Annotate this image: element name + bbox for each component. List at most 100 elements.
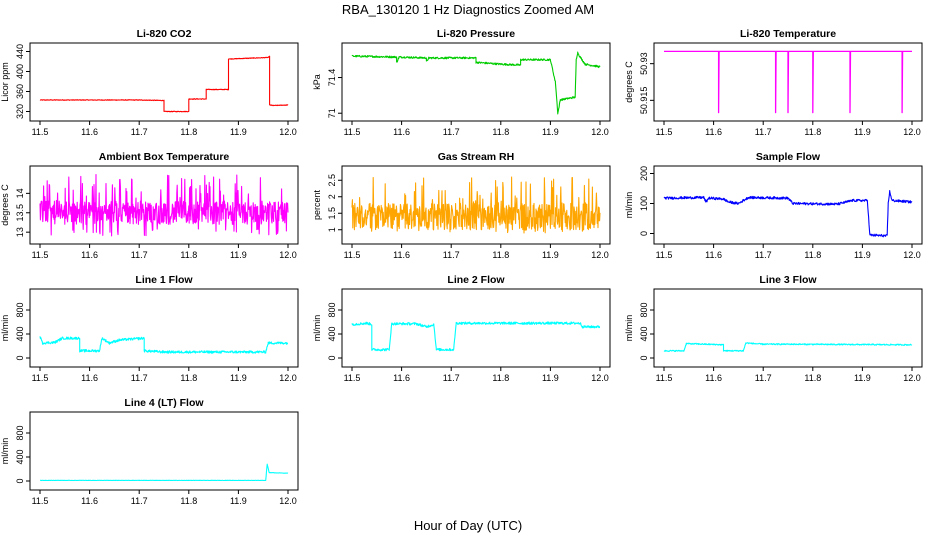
panel-title: Li-820 Pressure [437, 28, 515, 40]
plot-frame [29, 411, 299, 491]
y-tick-label: 13.5 [15, 204, 25, 222]
y-tick-label: 71.4 [327, 69, 337, 87]
x-tick-label: 12.0 [279, 250, 297, 260]
x-tick-label: 11.7 [131, 373, 148, 383]
x-tick-label: 11.6 [705, 373, 722, 383]
x-tick-label: 12.0 [903, 373, 921, 383]
y-tick-label: 0 [15, 478, 25, 483]
y-axis-label: ml/min [0, 438, 10, 465]
series-line [39, 463, 289, 482]
x-tick-label: 11.5 [344, 127, 361, 137]
x-tick-label: 11.8 [804, 373, 821, 383]
y-tick-label: 2.5 [327, 174, 337, 187]
y-tick-label: 360 [15, 84, 25, 99]
x-tick-label: 11.6 [705, 127, 722, 137]
y-tick-label: 440 [15, 44, 25, 59]
panel-sample: Sample Flow 11.5 11.6 11.7 11.8 11.9 12.0 0 100 2… [624, 151, 923, 260]
y-tick-label: 800 [327, 302, 337, 317]
x-tick-label: 11.8 [492, 250, 509, 260]
x-tick-label: 12.0 [903, 127, 921, 137]
x-tick-label: 11.9 [230, 127, 247, 137]
x-tick-label: 11.9 [230, 250, 247, 260]
y-tick-label: 200 [639, 166, 649, 181]
y-tick-label: 0 [639, 231, 649, 236]
y-tick-label: 0 [327, 355, 337, 360]
x-tick-label: 11.5 [344, 373, 361, 383]
x-tick-label: 11.9 [542, 373, 559, 383]
panel-line4: Line 4 (LT) Flow 11.5 11.6 11.7 11.8 11.9 12.0… [0, 397, 299, 506]
x-tick-label: 11.5 [656, 127, 673, 137]
x-tick-label: 11.8 [180, 250, 197, 260]
y-axis-label: ml/min [0, 315, 10, 342]
x-tick-label: 12.0 [591, 373, 609, 383]
y-tick-label: 2 [327, 194, 337, 199]
x-tick-label: 11.5 [32, 373, 49, 383]
x-tick-label: 11.6 [81, 127, 98, 137]
plot-frame [341, 165, 611, 245]
x-tick-label: 11.6 [81, 373, 98, 383]
x-tick-label: 11.7 [131, 250, 148, 260]
plot-frame [29, 165, 299, 245]
x-tick-label: 11.9 [542, 127, 559, 137]
panel-title: Line 1 Flow [135, 274, 193, 286]
series-line [39, 173, 289, 237]
series-line [39, 55, 289, 113]
x-tick-label: 11.9 [230, 496, 247, 506]
x-tick-label: 11.5 [32, 496, 49, 506]
y-tick-label: 71 [327, 108, 337, 118]
x-tick-label: 11.7 [755, 373, 772, 383]
x-tick-label: 11.5 [32, 127, 49, 137]
x-tick-label: 11.8 [180, 496, 197, 506]
panel-temperature: Li-820 Temperature 11.5 11.6 11.7 11.8 11.9 12… [624, 28, 923, 137]
y-tick-label: 13 [15, 227, 25, 237]
x-tick-label: 12.0 [279, 496, 297, 506]
series-line [664, 50, 912, 114]
x-tick-label: 11.5 [656, 250, 673, 260]
y-axis-label: kPa [312, 74, 322, 90]
plot-frame [29, 42, 299, 122]
y-tick-label: 50.915 [639, 87, 649, 115]
panel-title: Line 3 Flow [759, 274, 817, 286]
x-tick-label: 12.0 [591, 127, 609, 137]
main-title: RBA_130120 1 Hz Diagnostics Zoomed AM [341, 2, 595, 17]
series-line [351, 51, 601, 115]
x-tick-label: 11.5 [32, 250, 49, 260]
x-tick-label: 11.7 [443, 250, 460, 260]
panel-line3: Line 3 Flow 11.5 11.6 11.7 11.8 11.9 12.0 0 400 8… [624, 274, 923, 383]
x-axis-label: Hour of Day (UTC) [413, 518, 523, 533]
panel-title: Li-820 Temperature [740, 28, 836, 40]
x-tick-label: 11.6 [705, 250, 722, 260]
x-tick-label: 11.6 [81, 496, 98, 506]
x-tick-label: 11.8 [180, 373, 197, 383]
x-tick-label: 11.8 [804, 127, 821, 137]
panel-pressure: Li-820 Pressure 11.5 11.6 11.7 11.8 11.9 12.0 7… [312, 28, 611, 137]
x-tick-label: 11.9 [230, 373, 247, 383]
y-axis-label: ml/min [624, 192, 634, 219]
x-tick-label: 11.9 [854, 127, 871, 137]
y-tick-label: 100 [639, 196, 649, 211]
panel-line1: Line 1 Flow 11.5 11.6 11.7 11.8 11.9 12.0 0 400 8… [0, 274, 299, 383]
x-tick-label: 11.8 [804, 250, 821, 260]
y-tick-label: 400 [15, 449, 25, 464]
x-tick-label: 11.9 [542, 250, 559, 260]
y-axis-label: percent [312, 189, 322, 220]
x-tick-label: 11.6 [393, 250, 410, 260]
x-tick-label: 11.5 [656, 373, 673, 383]
plot-frame [341, 288, 611, 368]
y-tick-label: 800 [15, 302, 25, 317]
panel-title: Gas Stream RH [438, 151, 514, 163]
plot-frame [653, 42, 923, 122]
x-tick-label: 11.9 [854, 250, 871, 260]
y-tick-label: 1.5 [327, 207, 337, 220]
panel-title: Line 2 Flow [447, 274, 505, 286]
x-tick-label: 12.0 [279, 127, 297, 137]
y-tick-label: 400 [639, 326, 649, 341]
x-tick-label: 11.7 [443, 127, 460, 137]
series-line [663, 342, 913, 352]
x-tick-label: 11.6 [393, 373, 410, 383]
y-tick-label: 800 [639, 302, 649, 317]
x-tick-label: 12.0 [279, 373, 297, 383]
x-tick-label: 12.0 [903, 250, 921, 260]
y-tick-label: 14 [15, 188, 25, 198]
